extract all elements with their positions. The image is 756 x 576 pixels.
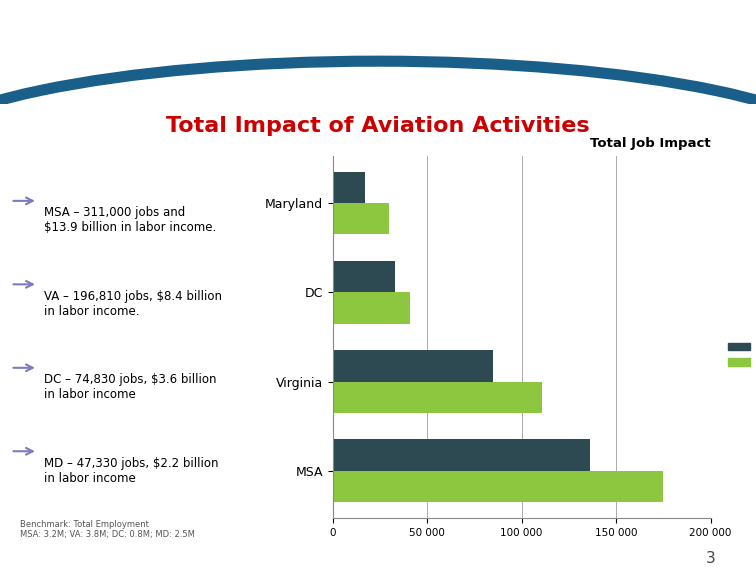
Text: Benchmark: Total Employment
MSA: 3.2M; VA: 3.8M; DC: 0.8M; MD: 2.5M: Benchmark: Total Employment MSA: 3.2M; V… [20,520,194,539]
Text: Total Job Impact: Total Job Impact [590,137,711,150]
Legend: Reagan, Dulles: Reagan, Dulles [723,338,756,372]
Text: MD – 47,330 jobs, $2.2 billion
in labor income: MD – 47,330 jobs, $2.2 billion in labor … [44,457,218,485]
Text: METROPOLITAN WASHINGTON AIRPORTS AUTHORITY: METROPOLITAN WASHINGTON AIRPORTS AUTHORI… [224,33,532,46]
Text: VA – 196,810 jobs, $8.4 billion
in labor income.: VA – 196,810 jobs, $8.4 billion in labor… [44,290,222,318]
Bar [333,471,664,502]
Bar [333,439,590,471]
Text: Total Impact of Aviation Activities: Total Impact of Aviation Activities [166,116,590,137]
Bar [333,261,395,293]
Text: DC – 74,830 jobs, $3.6 billion
in labor income: DC – 74,830 jobs, $3.6 billion in labor … [44,373,216,401]
Bar [333,203,389,234]
Bar [333,293,410,324]
Text: ✶: ✶ [40,35,66,65]
Text: MSA – 311,000 jobs and
$13.9 billion in labor income.: MSA – 311,000 jobs and $13.9 billion in … [44,206,216,234]
Bar [333,381,543,413]
Bar [333,172,364,203]
Ellipse shape [0,67,756,254]
Bar [333,350,493,381]
Text: 3: 3 [706,551,715,566]
